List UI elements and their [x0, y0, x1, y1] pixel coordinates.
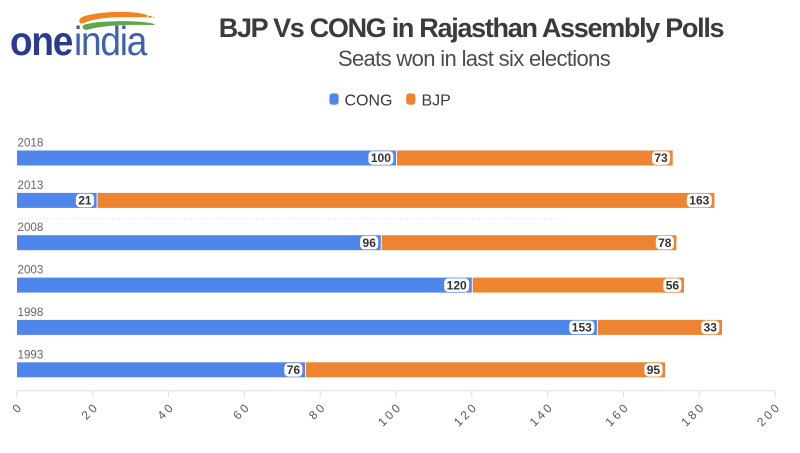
svg-text:CONG: CONG: [345, 92, 393, 109]
svg-text:1993: 1993: [18, 348, 44, 361]
svg-text:78: 78: [658, 236, 672, 250]
svg-text:76: 76: [287, 363, 301, 377]
svg-text:one: one: [10, 19, 73, 64]
svg-text:2003: 2003: [18, 264, 44, 277]
svg-text:Seats won in last six election: Seats won in last six elections: [338, 46, 611, 71]
svg-text:2018: 2018: [18, 137, 44, 150]
svg-text:21: 21: [78, 194, 92, 208]
svg-text:BJP: BJP: [422, 92, 451, 109]
svg-text:163: 163: [689, 194, 709, 208]
svg-text:100: 100: [371, 151, 391, 165]
svg-text:153: 153: [572, 321, 592, 335]
svg-text:BJP Vs CONG in Rajasthan Assem: BJP Vs CONG in Rajasthan Assembly Polls: [219, 13, 724, 43]
svg-text:india: india: [74, 19, 148, 64]
svg-text:1998: 1998: [18, 306, 44, 319]
svg-text:95: 95: [647, 363, 661, 377]
svg-text:96: 96: [363, 236, 377, 250]
svg-text:2013: 2013: [18, 179, 44, 192]
svg-text:120: 120: [447, 278, 467, 292]
svg-text:2008: 2008: [18, 221, 44, 234]
svg-text:56: 56: [666, 278, 680, 292]
svg-text:33: 33: [704, 321, 718, 335]
svg-text:73: 73: [654, 151, 668, 165]
